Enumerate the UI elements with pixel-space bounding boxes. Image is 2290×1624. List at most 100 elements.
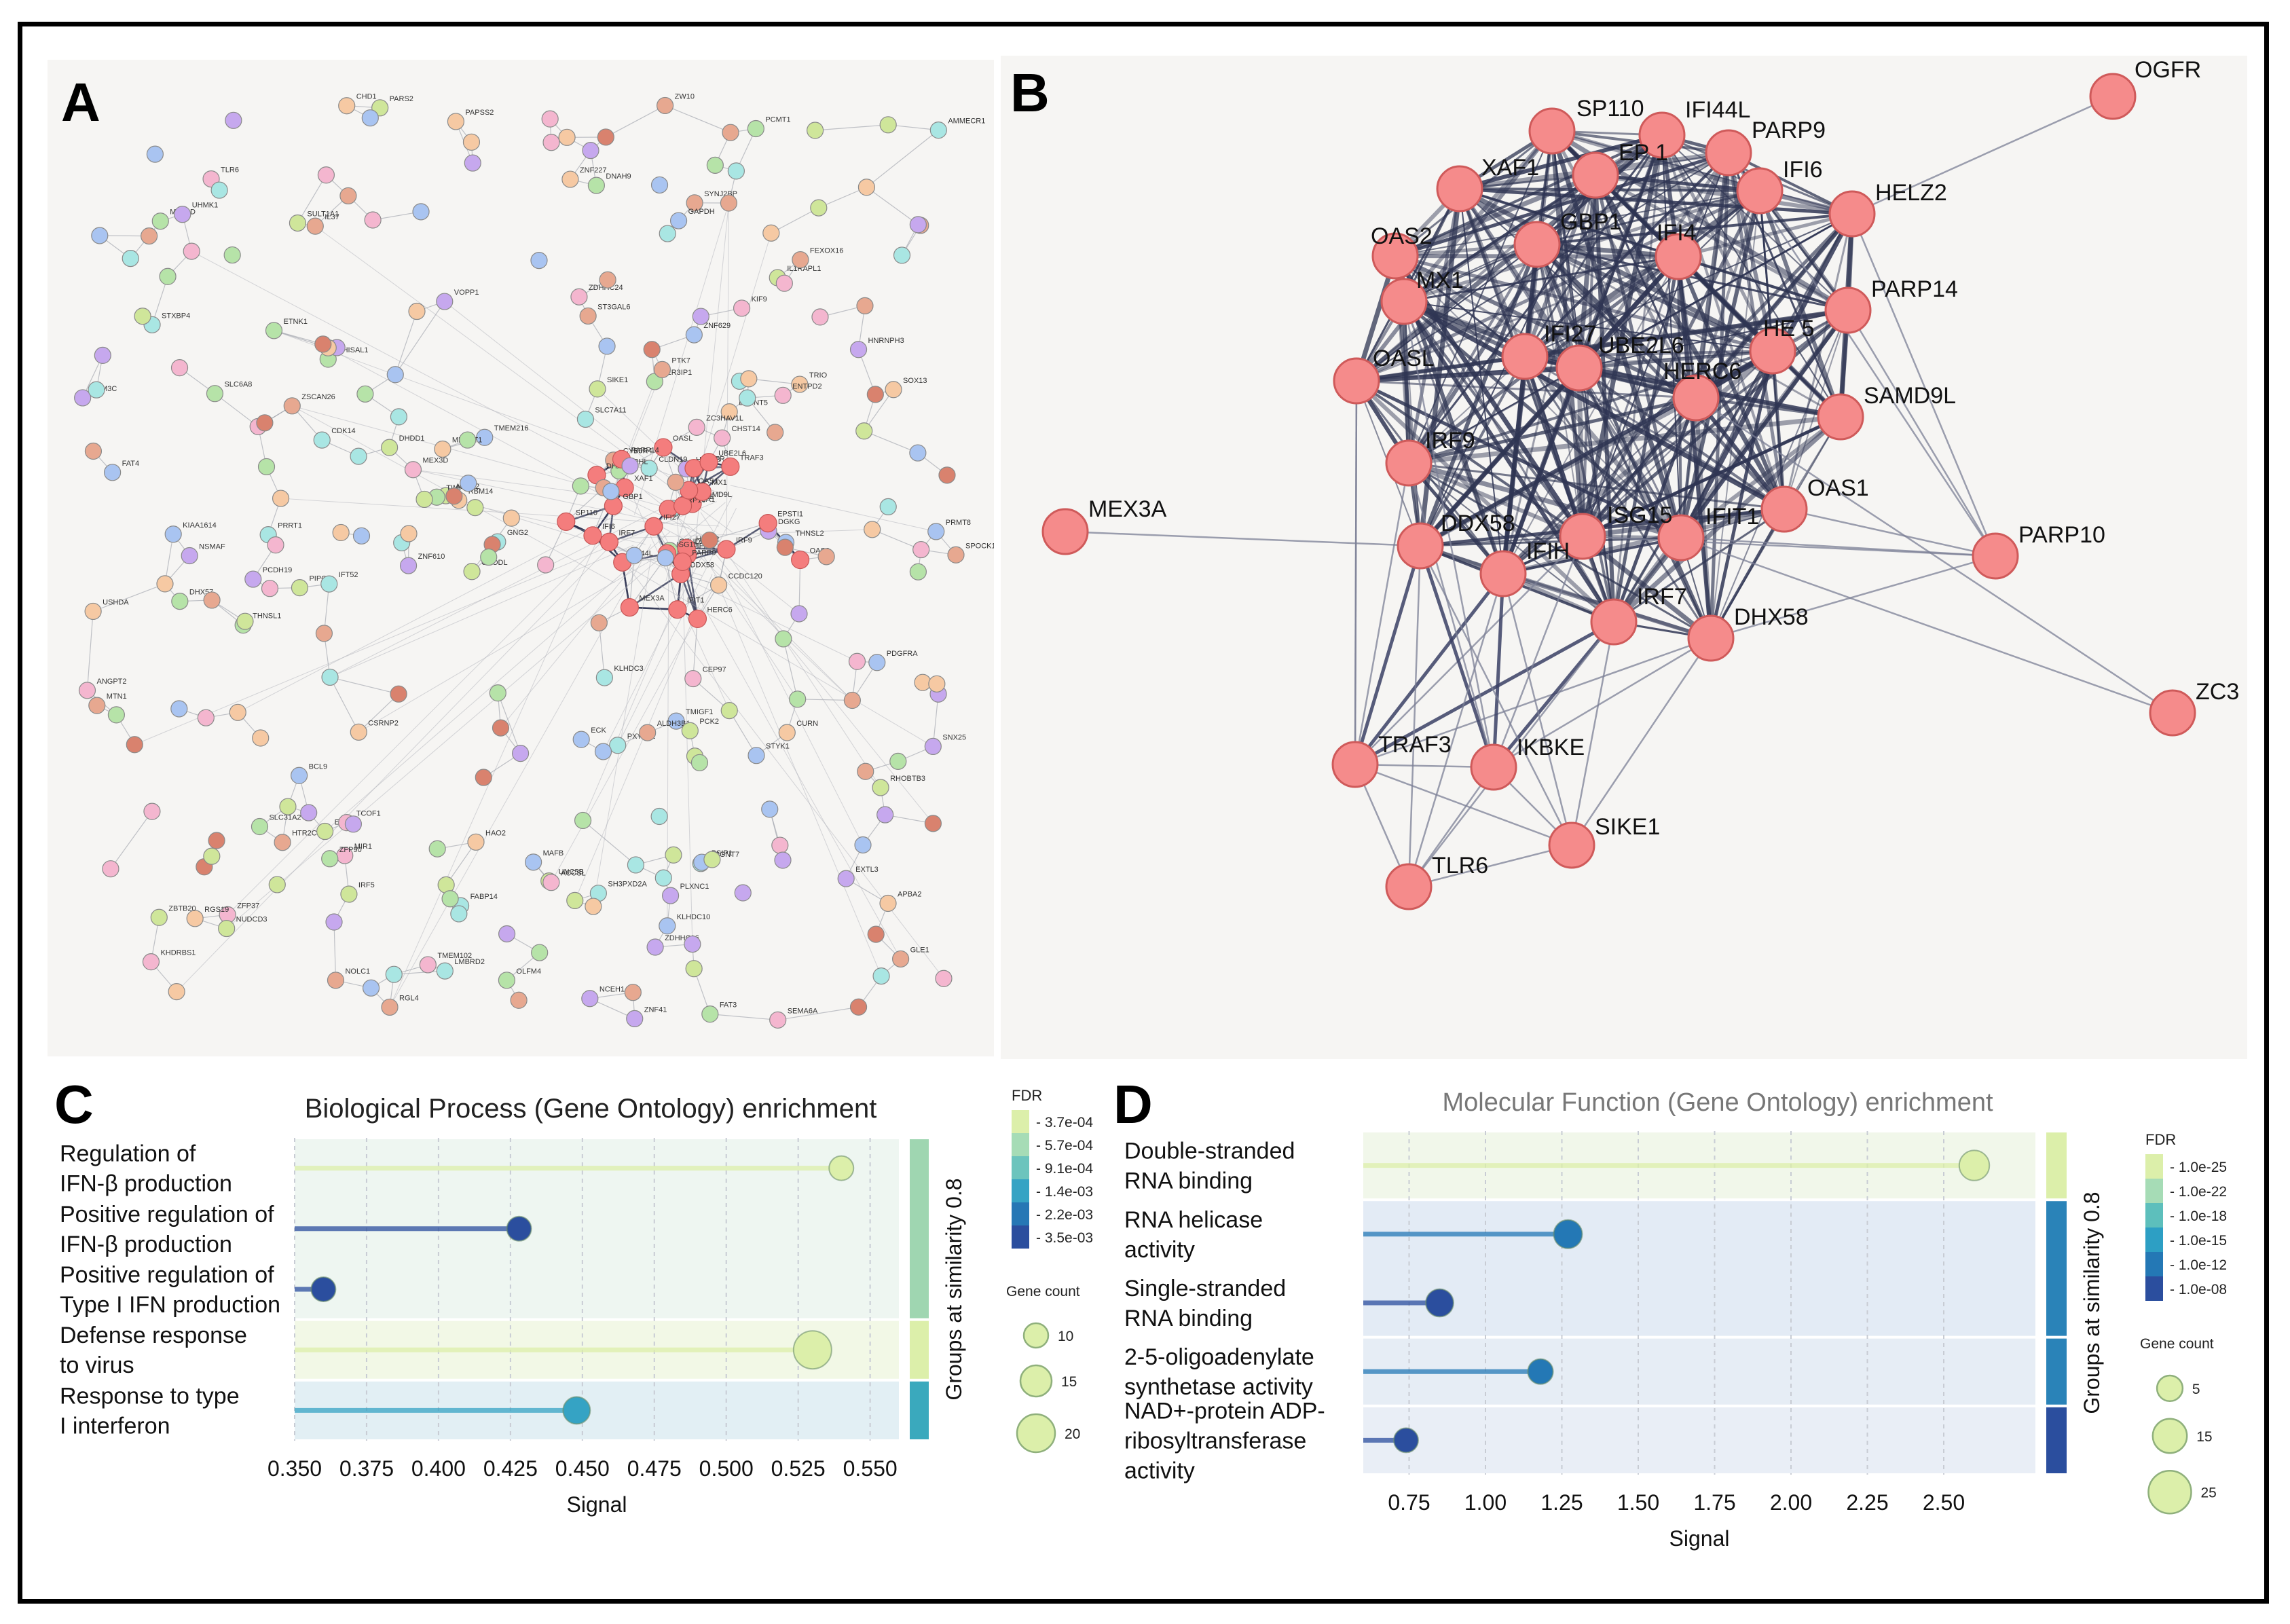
a-node [203,591,221,609]
a-node-vopp1 [436,293,454,310]
node-isg15 [1559,513,1606,560]
a-node-label-epsti1: EPSTI1 [777,511,803,519]
a-node [776,538,794,556]
edge-ifi44-ifih1 [1502,256,1679,574]
a-node-label-parp14: PARP14 [631,446,659,454]
a-node-aldh3b1 [639,724,657,741]
a-node [706,156,724,174]
a-node-styk1 [747,747,765,764]
a-node [761,800,779,818]
a-edge [709,523,769,541]
node-dhx58 [1687,614,1735,662]
a-node-label-pdgfra: PDGFRA [887,650,919,658]
x-tick-label-8: 0.550 [843,1456,898,1481]
edge-traf3-irf9 [1354,462,1410,765]
a-node [734,884,752,902]
a-node [599,271,616,289]
fdr-swatch-6 [2145,1276,2163,1301]
a-node-extl3 [837,870,855,887]
a-edge [413,469,689,529]
a-edge [413,469,622,498]
a-node-gapdh [669,212,688,229]
edge-herc5-ifih1 [1501,349,1775,576]
a-node-label-mex3d: MEX3D [422,457,448,465]
a-node-csrnp2 [350,723,367,741]
a-node-fat4 [104,464,122,481]
a-node-label-ptk7: PTK7 [671,356,690,365]
edge-herc6-oasl [1356,380,1697,399]
node-herc6 [1672,374,1720,422]
a-edge [176,539,617,992]
a-edge [191,251,665,501]
dot-2 [1553,1219,1583,1249]
x-tick-label-7: 0.525 [771,1456,826,1481]
a-node [701,531,718,549]
a-node [627,856,645,874]
a-node-znf41 [626,1010,644,1028]
dot-5 [562,1396,591,1425]
a-node [566,891,584,910]
term-label-1-line-2: IFN-β production [60,1171,232,1197]
a-node-gbp1 [604,496,623,515]
a-node-kif9 [733,299,751,317]
node-parp14 [1824,287,1872,334]
edge-gbp1-ifit1 [1536,244,1682,538]
node-label-gbp1: GBP1 [1560,209,1622,235]
group-strip-4 [2046,1407,2067,1473]
a-node [168,983,185,1001]
a-node-rgs19 [186,910,204,927]
a-node [332,523,350,542]
edge-ifi6-ifi27 [1523,189,1762,358]
a-node [857,179,876,196]
edge-ube2l6-dhx58 [1578,367,1712,639]
edge-mx1-isg15 [1403,300,1584,538]
edge-ube2l6-ddx58 [1419,367,1581,547]
a-node [703,851,721,868]
a-edge [329,676,399,695]
a-node-curn [778,724,796,741]
a-edge [932,694,939,747]
a-edge [692,619,699,679]
edge-traf3-isg15 [1354,536,1583,765]
a-node-il37 [306,217,324,235]
a-node-label-znf629: ZNF629 [703,322,731,330]
node-parp10 [1972,532,2019,580]
a-node [256,414,274,432]
a-node-label-klhdc10: KLHDC10 [677,913,711,921]
a-node-fexox16 [792,251,809,269]
edge-gbp1-herc5 [1536,242,1774,353]
a-node [924,815,942,832]
a-node-trio [791,375,809,393]
a-node [928,675,946,693]
fdr-swatch-5 [2145,1252,2163,1276]
a-node-irf9 [717,540,736,559]
a-node-label-tmem102: TMEM102 [437,952,472,960]
a-node-cep97 [684,669,702,688]
node-label-ifi6: IFI6 [1783,157,1823,183]
a-edge [358,693,399,733]
a-edge [667,570,669,926]
edge-ifi6-oas2 [1395,190,1760,257]
node-label-xaf1: XAF1 [1481,155,1539,181]
chart-c-plot: 0.350 0.375 0.400 0.425 0.450 0.475 0.500 0.525… [60,1087,1093,1517]
group-strip-2 [910,1321,929,1379]
a-node [94,346,111,364]
a-node-label-hao2: HAO2 [485,829,506,837]
node-ifi44 [1655,233,1702,280]
edge-ifi27-dhx58 [1523,356,1712,639]
a-node [480,548,498,566]
a-node [690,754,709,771]
a-node [156,575,174,593]
a-node-label-isg15: ISG15 [677,540,698,549]
a-node-label-gng2: GNG2 [507,529,528,537]
fdr-legend-label-4: - 1.4e-03 [1036,1184,1093,1200]
node-label-samd9l: SAMD9L [1864,383,1956,409]
a-node-label-herc6: HERC6 [707,606,732,614]
a-node-label-prmt8: PRMT8 [946,519,971,527]
a-node [84,442,103,460]
a-edge [872,529,921,551]
a-node [390,685,407,703]
edge-ifi27-oasl [1356,354,1526,383]
a-node [740,370,758,388]
a-node [350,447,367,465]
